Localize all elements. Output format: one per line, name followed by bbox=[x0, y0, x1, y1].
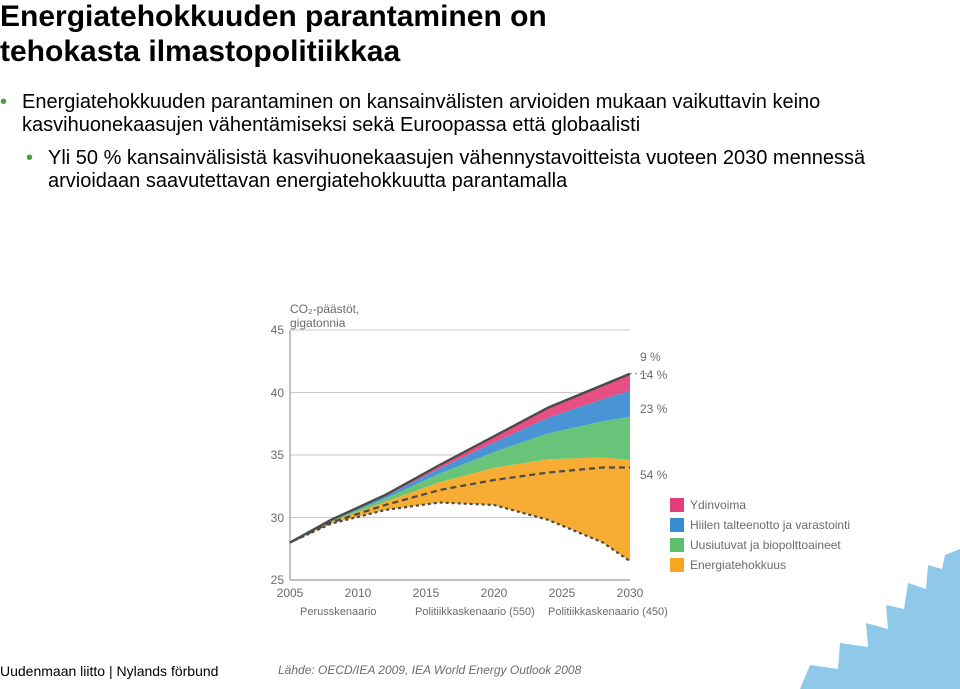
bullet-item: Energiatehokkuuden parantaminen on kansa… bbox=[0, 91, 960, 137]
x-tick: 2010 bbox=[333, 586, 383, 600]
legend-swatch bbox=[670, 558, 684, 572]
y-tick: 45 bbox=[256, 323, 284, 337]
chart-source: Lähde: OECD/IEA 2009, IEA World Energy O… bbox=[278, 663, 581, 677]
scenario-label-policy450: Politiikkaskenaario (450) bbox=[548, 606, 668, 618]
y-tick: 35 bbox=[256, 448, 284, 462]
x-tick: 2030 bbox=[605, 586, 655, 600]
x-tick: 2005 bbox=[265, 586, 315, 600]
x-tick: 2015 bbox=[401, 586, 451, 600]
bullet-item: Yli 50 % kansainvälisistä kasvihuonekaas… bbox=[26, 147, 960, 193]
chart-svg bbox=[240, 310, 670, 620]
bullet-list: Energiatehokkuuden parantaminen on kansa… bbox=[0, 91, 960, 193]
slide-title: Energiatehokkuuden parantaminen on tehok… bbox=[0, 0, 960, 69]
wedge-share-renewables: 23 % bbox=[640, 402, 667, 416]
legend-swatch bbox=[670, 498, 684, 512]
title-line-2: tehokasta ilmastopolitiikkaa bbox=[0, 35, 400, 68]
x-tick: 2025 bbox=[537, 586, 587, 600]
slide-footer: Uudenmaan liitto | Nylands förbund bbox=[0, 663, 218, 679]
scenario-label-baseline: Perusskenaario bbox=[300, 606, 376, 618]
decorative-map-shape bbox=[690, 519, 960, 689]
legend-label: Ydinvoima bbox=[690, 498, 746, 512]
y-tick: 40 bbox=[256, 386, 284, 400]
scenario-label-policy550: Politiikkaskenaario (550) bbox=[415, 606, 535, 618]
legend-swatch bbox=[670, 518, 684, 532]
legend-swatch bbox=[670, 538, 684, 552]
wedge-share-efficiency: 54 % bbox=[640, 468, 667, 482]
title-line-1: Energiatehokkuuden parantaminen on bbox=[0, 0, 547, 33]
y-tick: 30 bbox=[256, 511, 284, 525]
x-tick: 2020 bbox=[469, 586, 519, 600]
wedge-share-ccs: 14 % bbox=[640, 368, 667, 382]
legend-item: Ydinvoima bbox=[670, 498, 850, 512]
y-tick: 25 bbox=[256, 573, 284, 587]
wedge-share-nuclear: 9 % bbox=[640, 350, 661, 364]
